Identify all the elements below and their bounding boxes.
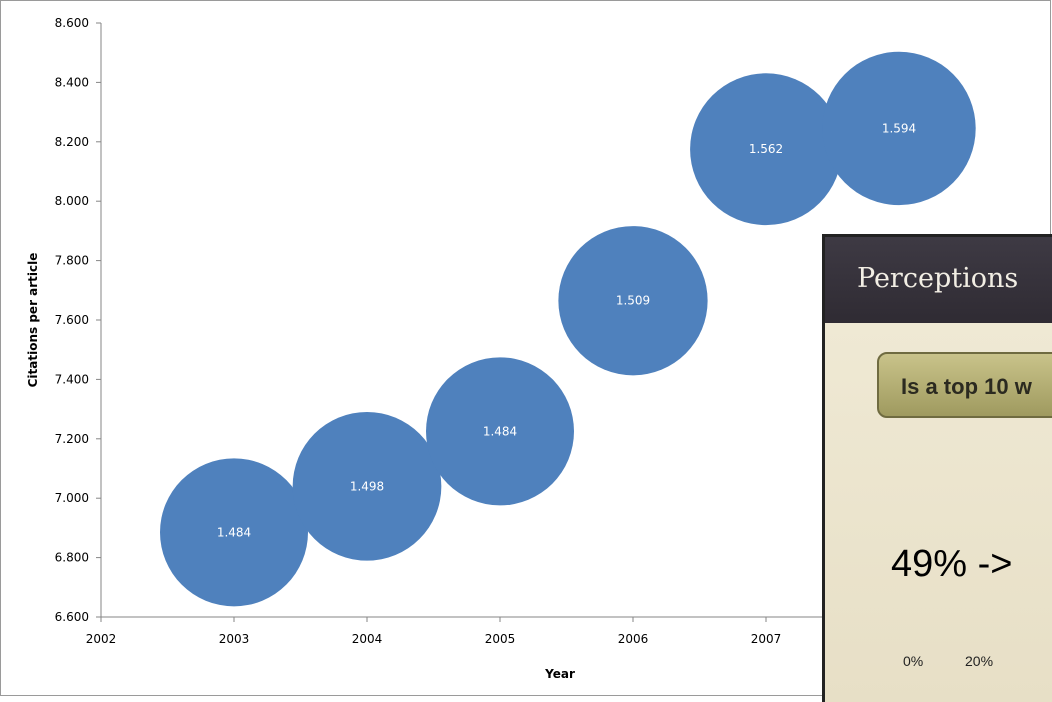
chart-axes: 6.600 6.800 7.000 7.200 7.400 7.600 7.800 8.000… (55, 16, 1052, 646)
y-tick-label: 6.600 (55, 610, 89, 624)
x-tick-label: 2005 (485, 632, 516, 646)
x-tick-label: 2007 (751, 632, 782, 646)
bubble-point (822, 51, 976, 206)
bubble-data-label: 1.562 (749, 142, 783, 156)
y-tick-label: 7.400 (55, 372, 89, 386)
y-axis-title: Citations per article (26, 253, 40, 388)
bubble-data-label: 1.484 (483, 424, 517, 438)
bubble-point (160, 458, 308, 607)
bubble-data-label: 1.509 (616, 294, 650, 308)
x-tick-label: 2002 (86, 632, 117, 646)
bubble-point (690, 73, 842, 226)
bubble-point (426, 357, 574, 506)
bubble-point (292, 411, 442, 561)
slide-axis-label-0: 0% (903, 653, 924, 669)
slide-question-text: Is a top 10 w (901, 374, 1032, 399)
x-tick-label: 2003 (219, 632, 250, 646)
slide-photo-overlay: Perceptions Is a top 10 w 49% -> 0% 20% (822, 234, 1052, 702)
y-tick-label: 8.400 (55, 75, 89, 89)
y-tick-label: 7.800 (55, 254, 89, 268)
x-axis-title: Year (544, 667, 575, 681)
y-tick-label: 7.200 (55, 432, 89, 446)
slide-header: Perceptions (825, 237, 1052, 323)
bubble-data-label: 1.498 (350, 479, 384, 493)
slide-axis-label-20: 20% (965, 653, 994, 669)
x-tick-label: 2004 (352, 632, 383, 646)
bubble-data-label: 1.484 (217, 525, 251, 539)
bubble-series: 1.484 1.498 1.484 1.509 1.562 1.594 (160, 51, 976, 607)
x-tick-label: 2006 (618, 632, 649, 646)
y-tick-label: 8.200 (55, 135, 89, 149)
slide-title: Perceptions (857, 263, 1019, 294)
y-tick-label: 8.600 (55, 16, 89, 30)
y-tick-label: 7.000 (55, 491, 89, 505)
slide-stat-text: 49% -> (891, 543, 1013, 585)
slide-question-box: Is a top 10 w (877, 352, 1052, 418)
bubble-data-label: 1.594 (882, 121, 916, 135)
bubble-point (558, 226, 708, 376)
y-tick-label: 7.600 (55, 313, 89, 327)
y-tick-label: 8.000 (55, 194, 89, 208)
y-tick-label: 6.800 (55, 551, 89, 565)
